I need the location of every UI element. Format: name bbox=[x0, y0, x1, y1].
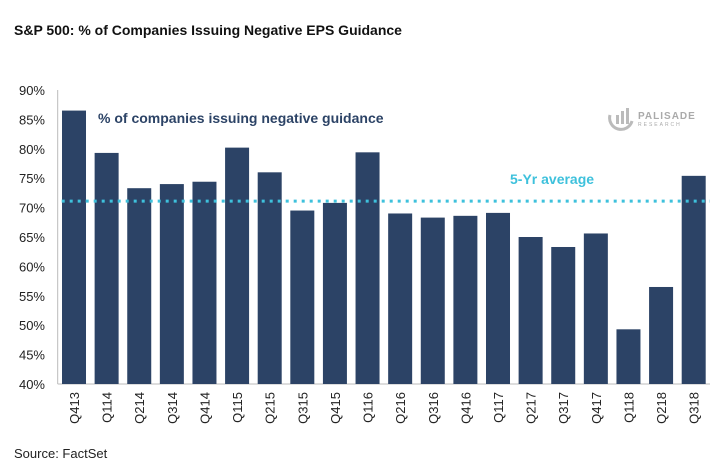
chart-title: S&P 500: % of Companies Issuing Negative… bbox=[14, 22, 402, 38]
x-tick-label: Q318 bbox=[687, 392, 702, 424]
y-tick-label: 85% bbox=[19, 112, 45, 127]
bar-Q316 bbox=[420, 217, 445, 384]
bar-Q415 bbox=[322, 202, 347, 384]
x-tick-label: Q317 bbox=[556, 392, 571, 424]
bar-Q318 bbox=[681, 175, 706, 384]
x-tick-label: Q118 bbox=[621, 392, 636, 423]
logo-name: PALISADE bbox=[638, 110, 696, 122]
x-tick-label: Q117 bbox=[491, 392, 506, 423]
bar-Q413 bbox=[62, 110, 87, 384]
x-tick-label: Q216 bbox=[393, 392, 408, 424]
x-tick-label: Q215 bbox=[263, 392, 278, 424]
y-tick-label: 75% bbox=[19, 171, 45, 186]
bar-Q214 bbox=[127, 188, 152, 384]
y-tick-label: 55% bbox=[19, 289, 45, 304]
y-tick-label: 90% bbox=[19, 83, 45, 98]
x-tick-label: Q316 bbox=[426, 392, 441, 424]
bar-Q317 bbox=[551, 246, 576, 384]
bar-Q217 bbox=[518, 237, 543, 384]
palisade-logo: PALISADE RESEARCH bbox=[606, 107, 696, 131]
x-tick-label: Q415 bbox=[328, 392, 343, 424]
series-label: % of companies issuing negative guidance bbox=[98, 110, 384, 126]
x-tick-label: Q314 bbox=[165, 392, 180, 424]
y-tick-label: 80% bbox=[19, 142, 45, 157]
x-tick-label: Q217 bbox=[524, 392, 539, 424]
y-tick-label: 65% bbox=[19, 230, 45, 245]
bar-Q115 bbox=[225, 147, 250, 384]
y-tick-label: 45% bbox=[19, 348, 45, 363]
y-tick-label: 60% bbox=[19, 259, 45, 274]
bar-Q117 bbox=[486, 212, 511, 384]
x-tick-label: Q218 bbox=[654, 392, 669, 424]
source-note: Source: FactSet bbox=[14, 446, 108, 461]
bar-Q315 bbox=[290, 210, 315, 384]
logo-icon bbox=[608, 108, 634, 131]
x-tick-label: Q115 bbox=[230, 392, 245, 423]
x-tick-label: Q417 bbox=[589, 392, 604, 424]
bar-Q114 bbox=[94, 152, 119, 384]
x-tick-label: Q414 bbox=[197, 392, 212, 424]
x-tick-label: Q413 bbox=[67, 392, 82, 424]
y-tick-label: 70% bbox=[19, 201, 45, 216]
bar-Q314 bbox=[159, 184, 184, 384]
x-tick-label: Q114 bbox=[100, 392, 115, 423]
bar-Q118 bbox=[616, 329, 641, 384]
x-tick-label: Q416 bbox=[458, 392, 473, 424]
bar-Q414 bbox=[192, 181, 217, 384]
y-tick-label: 40% bbox=[19, 377, 45, 392]
bar-Q216 bbox=[388, 213, 413, 384]
bar-Q215 bbox=[257, 172, 282, 384]
bar-Q218 bbox=[649, 286, 674, 384]
bar-Q416 bbox=[453, 215, 478, 384]
logo-sub: RESEARCH bbox=[638, 121, 682, 128]
x-tick-label: Q116 bbox=[361, 392, 376, 423]
bar-Q417 bbox=[583, 233, 608, 384]
bar-Q116 bbox=[355, 152, 380, 384]
y-tick-label: 50% bbox=[19, 318, 45, 333]
x-tick-label: Q315 bbox=[295, 392, 310, 424]
x-tick-label: Q214 bbox=[132, 392, 147, 424]
average-label: 5-Yr average bbox=[510, 171, 594, 187]
